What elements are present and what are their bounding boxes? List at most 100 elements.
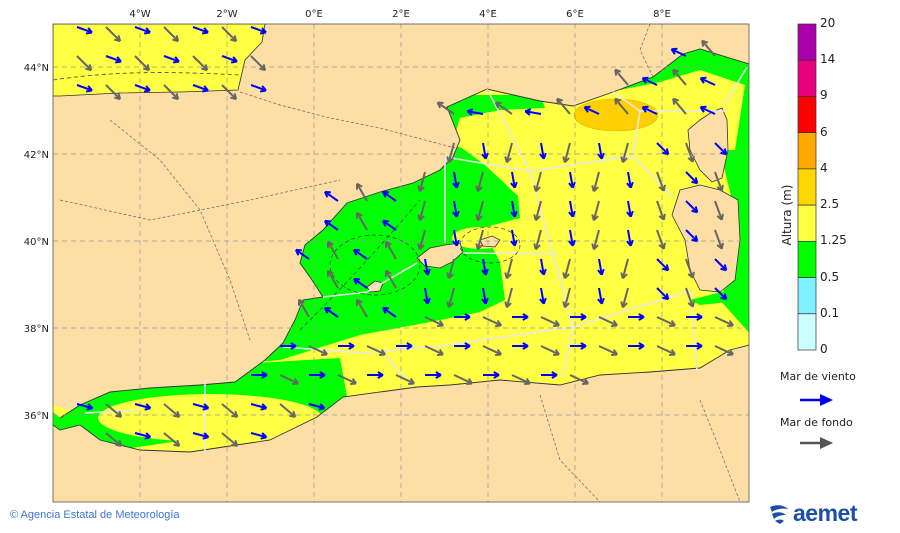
- map-frame: [52, 23, 750, 503]
- swell-arrow: [446, 258, 455, 280]
- copyright-text: © Agencia Estatal de Meteorología: [10, 509, 180, 521]
- colorbar-segment: [797, 168, 817, 206]
- swell-arrow: [298, 298, 310, 318]
- wind-sea-arrow: [583, 105, 600, 115]
- swell-arrow: [562, 142, 571, 164]
- wind-sea-arrow: [280, 342, 297, 350]
- wind-sea-arrow: [686, 342, 703, 350]
- wind-sea-arrow: [134, 84, 151, 93]
- colorbar-segment: [797, 132, 817, 170]
- swell-arrow: [533, 229, 542, 251]
- swell-arrow: [327, 240, 339, 260]
- wind-sea-arrow: [699, 105, 716, 115]
- wind-sea-arrow: [656, 142, 670, 156]
- colorbar-segment: [797, 277, 817, 315]
- wind-sea-arrow: [134, 26, 151, 35]
- wind-sea-arrow-icon: [800, 394, 833, 406]
- wind-sea-arrow: [570, 342, 587, 350]
- lon-label: 4°W: [129, 9, 150, 20]
- swell-arrow: [105, 403, 123, 418]
- swell-arrow: [714, 171, 724, 192]
- colorbar-tick-label: 20: [820, 16, 836, 30]
- colorbar-tick-label: 0: [820, 342, 828, 356]
- swell-arrow: [163, 84, 180, 101]
- biscay-contour: [53, 72, 241, 81]
- wind-sea-arrow: [568, 171, 576, 189]
- swell-arrow: [192, 55, 209, 72]
- swell-arrow: [105, 84, 122, 101]
- wind-sea-arrow: [714, 258, 728, 272]
- green-zone-lion-coast: [440, 95, 545, 135]
- swell-arrow: [569, 374, 589, 385]
- swell-arrow: [540, 345, 560, 356]
- wind-sea-arrow: [251, 371, 268, 379]
- wind-sea-arrow: [381, 306, 397, 318]
- lon-label: 8°E: [653, 9, 671, 20]
- swell-arrow: [308, 345, 328, 356]
- legend-swell-label: Mar de fondo: [780, 416, 853, 429]
- swell-arrow: [356, 298, 368, 318]
- aemet-logo-icon: [770, 504, 788, 524]
- swell-arrow: [385, 269, 397, 289]
- wind-sea-arrow: [597, 287, 605, 305]
- wind-sea-arrow: [192, 84, 209, 93]
- wind-sea-arrow: [510, 200, 518, 218]
- colorbar-tick-label: 4: [820, 160, 828, 175]
- island-mallorca: [416, 242, 464, 269]
- longitude-labels: 4°W 2°W 0°E 2°E 4°E 6°E 8°E: [129, 9, 670, 20]
- swell-arrow: [540, 316, 560, 327]
- swell-arrow: [656, 229, 666, 250]
- wind-sea-arrow: [134, 403, 152, 411]
- wind-sea-arrow: [381, 190, 397, 202]
- swell-arrow: [163, 403, 181, 418]
- swell-arrow: [446, 142, 455, 164]
- wind-sea-arrow: [76, 26, 93, 35]
- swell-arrow: [76, 55, 93, 72]
- swell-arrow: [504, 142, 513, 164]
- swell-arrow: [504, 258, 513, 280]
- swell-arrow: [533, 200, 542, 222]
- swell-arrow: [221, 84, 238, 101]
- swell-arrow: [685, 287, 695, 308]
- lon-label: 6°E: [566, 9, 584, 20]
- lon-label: 4°E: [479, 9, 497, 20]
- swell-arrow: [656, 171, 666, 192]
- wind-sea-arrow: [628, 342, 645, 350]
- swell-arrow: [482, 316, 502, 327]
- country-borders: [59, 24, 741, 502]
- colorbar-segment: [797, 204, 817, 242]
- wind-sea-arrow: [670, 47, 687, 57]
- swell-arrow: [482, 345, 502, 356]
- swell-arrow: [163, 26, 180, 43]
- wind-sea-arrow: [656, 258, 670, 272]
- wind-sea-arrow: [483, 371, 500, 379]
- wind-sea-arrow: [250, 26, 267, 35]
- swell-arrow-icon: [800, 437, 833, 449]
- wind-sea-arrow: [626, 200, 634, 218]
- wind-sea-arrow: [323, 306, 339, 318]
- colorbar-segment: [797, 240, 817, 278]
- wind-sea-arrow: [481, 142, 489, 160]
- wind-sea-arrow: [454, 342, 471, 350]
- wind-sea-arrow: [641, 76, 658, 86]
- colorbar: [797, 23, 817, 351]
- swell-arrow: [424, 316, 444, 327]
- wind-sea-arrow: [381, 219, 397, 231]
- wind-sea-arrow: [452, 171, 460, 189]
- swell-arrow: [105, 432, 123, 447]
- swell-arrow: [475, 171, 484, 193]
- sea-coastline: [53, 48, 749, 453]
- contour-lines: [299, 199, 521, 331]
- wind-sea-arrow: [452, 229, 460, 247]
- swell-arrow: [475, 200, 484, 222]
- wind-sea-arrow: [105, 55, 122, 64]
- wind-sea-arrow: [685, 171, 699, 185]
- lat-label: 42°N: [24, 150, 49, 161]
- swell-arrow: [356, 211, 368, 231]
- island-corsica: [687, 107, 729, 183]
- wind-sea-arrow: [510, 229, 518, 247]
- wind-sea-arrow: [423, 258, 431, 276]
- wind-sea-arrow: [510, 171, 518, 189]
- swell-arrow: [598, 345, 618, 356]
- swell-arrow: [366, 345, 386, 356]
